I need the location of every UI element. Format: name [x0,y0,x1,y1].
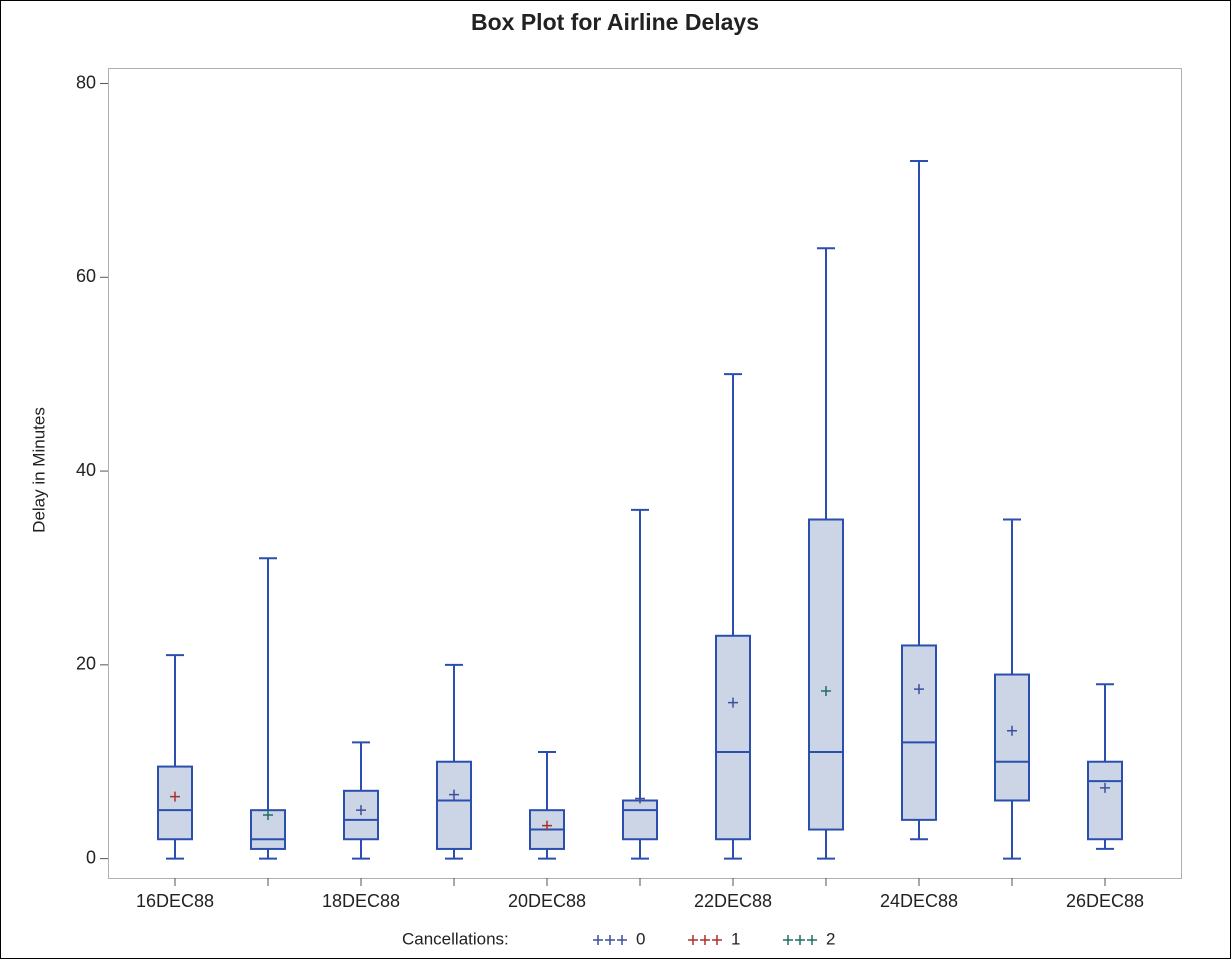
box [994,673,1030,802]
box [901,644,937,821]
box [157,765,193,841]
legend-label: 0 [636,929,645,948]
box [808,518,844,831]
mean-marker [449,789,459,800]
y-axis-label: Delay in Minutes [29,407,48,533]
plot-frame [108,68,1182,879]
legend-marker [795,935,805,945]
x-tick-label: 20DEC88 [508,891,586,911]
y-tick-label: 0 [86,847,96,867]
mean-marker [263,810,273,821]
mean-marker [1100,782,1110,793]
box [436,760,472,850]
legend-marker [605,935,615,945]
x-tick-label: 26DEC88 [1066,891,1144,911]
x-tick-label: 24DEC88 [880,891,958,911]
mean-marker [356,805,366,816]
legend-marker [700,935,710,945]
box [622,799,658,841]
mean-marker [170,791,180,802]
x-tick-label: 16DEC88 [136,891,214,911]
mean-marker [728,697,738,708]
y-tick-label: 60 [76,266,96,286]
legend-label: 1 [731,929,740,948]
legend-marker [807,935,817,945]
mean-marker [635,793,645,804]
legend-marker [712,935,722,945]
mean-marker [542,820,552,831]
mean-marker [914,684,924,695]
legend-marker [593,935,603,945]
legend-marker [688,935,698,945]
box [1087,760,1123,841]
legend-marker [617,935,627,945]
legend-label: 2 [826,929,835,948]
x-tick-label: 22DEC88 [694,891,772,911]
mean-marker [1007,725,1017,736]
x-tick-label: 18DEC88 [322,891,400,911]
legend-marker [783,935,793,945]
box [715,634,751,841]
chart-title: Box Plot for Airline Delays [471,9,759,35]
y-tick-label: 80 [76,72,96,92]
legend-title: Cancellations: [402,929,509,948]
mean-marker [821,686,831,697]
y-tick-label: 40 [76,460,96,480]
y-tick-label: 20 [76,654,96,674]
